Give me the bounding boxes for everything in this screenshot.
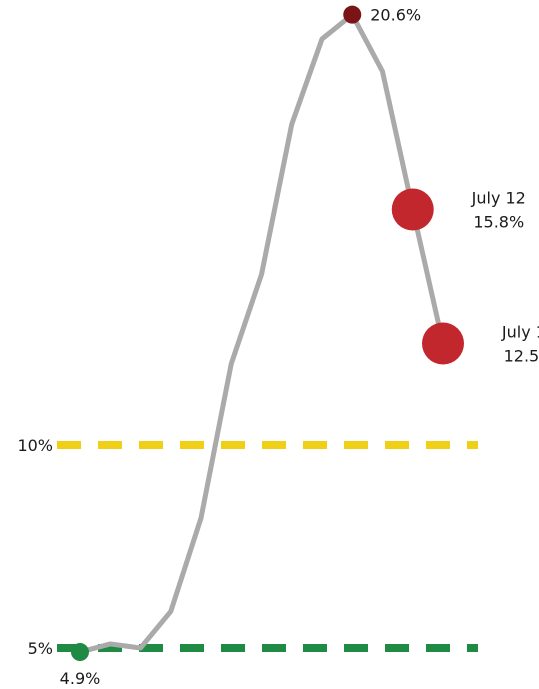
data-point-0 — [71, 643, 89, 662]
series-lines — [77, 12, 446, 655]
data-label-11-1: 15.8% — [473, 213, 524, 232]
data-label-12-0: July 19 — [501, 323, 539, 342]
data-point-12 — [422, 322, 464, 365]
data-point-9 — [343, 5, 362, 24]
series-line-0 — [77, 12, 446, 655]
data-label-9-0: 20.6% — [370, 6, 421, 25]
reference-lines: 5% 10% — [17, 436, 478, 658]
data-point-11 — [391, 188, 434, 231]
reference-line-label-5: 5% — [28, 639, 53, 658]
data-label-12-1: 12.5% — [504, 347, 539, 366]
data-label-11-0: July 12 — [471, 189, 526, 208]
data-label-0-0: 4.9% — [60, 669, 101, 688]
highlight-points — [71, 5, 464, 662]
reference-line-label-10: 10% — [17, 436, 53, 455]
data-labels: 4.9% 20.6% July 12 15.8% July 19 12.5% — [60, 6, 539, 688]
